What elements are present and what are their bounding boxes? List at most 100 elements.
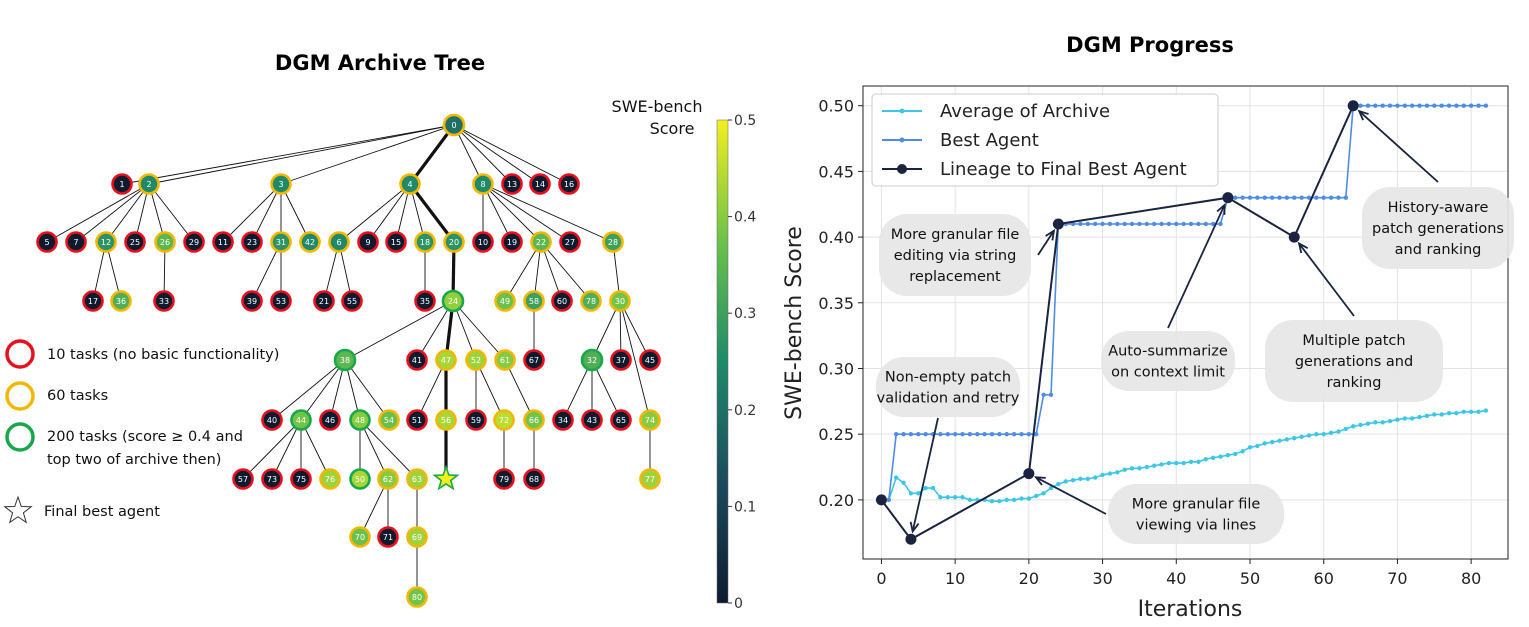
annotation-arrowhead	[1216, 202, 1226, 215]
tree-node-label: 36	[116, 297, 126, 306]
tree-edge-31-39	[251, 241, 282, 302]
tree-node-circle	[406, 468, 428, 490]
best-agent-series-point	[989, 431, 995, 437]
tree-node-3: 3	[270, 173, 292, 195]
colorbar-ticks: 0 0.1 0.2 0.3 0.4 0.5	[728, 113, 756, 612]
y-tick-label: 0.25	[818, 425, 854, 444]
x-tick-label: 10	[945, 569, 965, 588]
best-agent-series-point	[1358, 103, 1363, 108]
tree-edge-47-51	[416, 359, 447, 421]
annotation-text: viewing via lines	[1136, 518, 1256, 534]
average-series-point	[1351, 424, 1356, 429]
tree-node-circle	[441, 289, 465, 313]
tree-edge-24-61	[452, 300, 506, 361]
tree-node-label: 53	[276, 297, 286, 306]
annotation-text: editing via string	[894, 248, 1017, 264]
annotation-callout: More granular file editing via string repl…	[879, 214, 1056, 296]
best-agent-series-point	[1196, 221, 1201, 227]
tree-node-label: 78	[586, 297, 596, 306]
best-agent-series-point	[886, 497, 891, 503]
tree-node-circle	[124, 231, 146, 253]
tree-node-circle	[241, 231, 263, 253]
tree-node-circle	[341, 290, 363, 312]
annotation-text: replacement	[909, 269, 1001, 285]
annotation-text: on context limit	[1111, 365, 1225, 381]
tree-node-69: 69	[406, 526, 428, 548]
average-series-point	[1063, 479, 1068, 484]
best-agent-series-point	[1122, 221, 1127, 227]
average-series-point	[945, 495, 950, 500]
average-series-point	[1417, 414, 1422, 420]
tree-edge-8-22	[482, 183, 542, 243]
legend-green-ring	[5, 422, 35, 452]
tree-node-label: 79	[499, 475, 509, 484]
best-agent-series-point	[1262, 195, 1267, 200]
average-series-point	[1144, 464, 1150, 470]
tree-node-2: 2	[138, 173, 160, 195]
tree-node-31: 31	[270, 231, 292, 253]
tree-node-circle	[435, 349, 457, 371]
tree-node-circle	[36, 231, 58, 253]
tree-node-circle	[639, 349, 661, 371]
annotation-arrow	[1358, 110, 1439, 183]
tree-edge-44-76	[300, 419, 331, 480]
tree-node-68: 68	[523, 468, 545, 490]
tree-node-49: 49	[494, 290, 516, 312]
average-series-point	[1085, 476, 1091, 482]
best-agent-series-point	[1011, 431, 1017, 437]
tree-node-circle	[580, 290, 602, 312]
best-agent-series-point	[1483, 103, 1489, 108]
average-series-point	[1026, 496, 1032, 501]
tree-node-circle	[349, 468, 371, 490]
best-agent-series-point	[1041, 392, 1046, 397]
average-series-point	[1159, 462, 1164, 467]
tree-node-circle	[232, 468, 254, 490]
tree-node-36: 36	[110, 290, 132, 312]
lineage-series-point	[875, 494, 887, 506]
best-agent-series-point	[945, 431, 950, 437]
tree-node-58: 58	[523, 290, 545, 312]
tree-node-17: 17	[82, 290, 104, 312]
tree-node-57: 57	[232, 468, 254, 490]
tree-node-circle	[501, 231, 523, 253]
tree-node-73: 73	[261, 468, 283, 490]
tree-node-label: 58	[529, 297, 539, 306]
tree-node-80: 80	[406, 586, 428, 608]
average-series-point	[1402, 416, 1408, 421]
average-series-point	[1292, 435, 1297, 441]
tree-node-label: 23	[247, 238, 257, 247]
tree-node-label: 18	[420, 238, 430, 247]
annotation-text: validation and retry	[877, 391, 1020, 407]
average-series-point	[930, 485, 936, 491]
tree-node-43: 43	[581, 409, 603, 431]
tree-node-circle	[95, 231, 117, 253]
tree-node-label: 54	[384, 416, 394, 425]
annotation-callout: Auto-summarize on context limit	[1101, 202, 1235, 391]
x-tick-label: 60	[1314, 569, 1334, 588]
best-agent-series-point	[1424, 103, 1430, 108]
tree-edge-30-74	[619, 300, 651, 421]
y-tick-label: 0.30	[818, 359, 854, 378]
tree-edge-0-14	[453, 124, 541, 185]
best-agent-series-point	[997, 431, 1002, 437]
tree-node-label: 47	[441, 356, 451, 365]
legend-best-label: Best Agent	[940, 130, 1039, 151]
tree-node-circle	[111, 173, 133, 195]
average-series-point	[1137, 466, 1142, 471]
tree-node-circle	[110, 290, 132, 312]
average-series-point	[1432, 412, 1437, 417]
average-series-point	[1056, 481, 1061, 487]
best-agent-series-point	[1336, 195, 1341, 200]
tree-node-circle	[472, 231, 494, 253]
tree-edge-0-1	[121, 124, 455, 185]
tree-node-circle	[406, 526, 428, 548]
best-agent-series-point	[1314, 195, 1319, 200]
best-agent-series-point	[1166, 221, 1172, 227]
annotation-arrowhead	[1357, 109, 1369, 121]
tree-node-circle	[610, 409, 632, 431]
tree-node-39: 39	[241, 290, 263, 312]
tree-node-circle	[328, 231, 350, 253]
average-series-point	[989, 498, 995, 504]
tree-node-42: 42	[299, 231, 321, 253]
lineage-series-point	[1222, 192, 1234, 204]
